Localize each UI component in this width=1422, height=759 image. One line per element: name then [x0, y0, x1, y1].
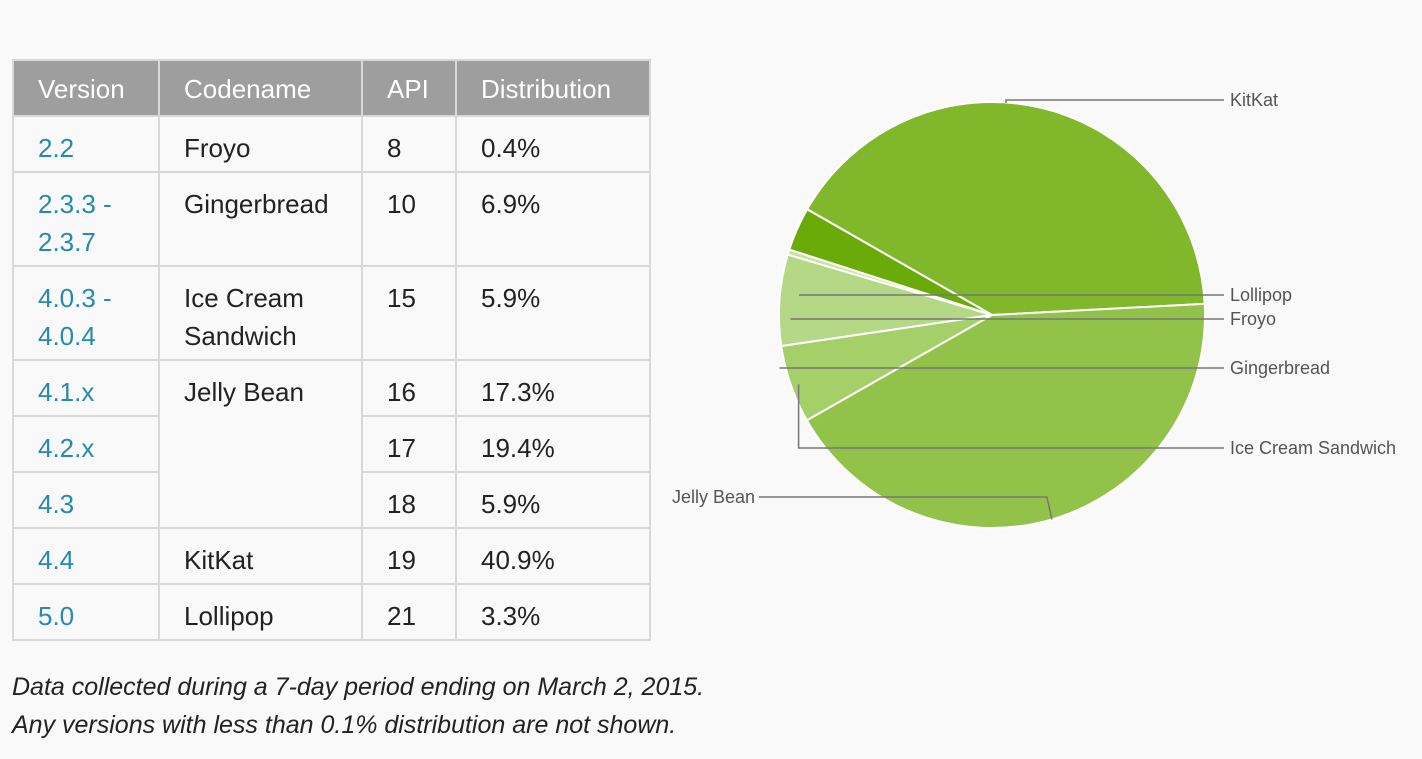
header-api: API	[361, 59, 457, 117]
version-link[interactable]: 4.2.x	[12, 415, 160, 473]
header-codename: Codename	[158, 59, 363, 117]
codename-cell: Jelly Bean	[158, 359, 363, 529]
table-row: 4.4 KitKat 19 40.9%	[12, 527, 651, 585]
distribution-cell: 5.9%	[455, 265, 651, 361]
table-row: 5.0 Lollipop 21 3.3%	[12, 583, 651, 641]
version-link[interactable]: 4.1.x	[12, 359, 160, 417]
codename-cell: Froyo	[158, 115, 363, 173]
distribution-cell: 3.3%	[455, 583, 651, 641]
callout-line-ice-cream-sandwich	[797, 384, 1224, 449]
codename-cell: KitKat	[158, 527, 363, 585]
table-row: 2.2 Froyo 8 0.4%	[12, 115, 651, 173]
api-cell: 10	[361, 171, 457, 267]
version-link[interactable]: 2.2	[12, 115, 160, 173]
pie-label-jelly-bean: Jelly Bean	[672, 487, 755, 507]
table-row: 4.1.x Jelly Bean 16 17.3%	[12, 359, 651, 529]
distribution-cell: 0.4%	[455, 115, 651, 173]
footnote: Data collected during a 7-day period end…	[12, 668, 704, 744]
codename-cell: Ice Cream Sandwich	[158, 265, 363, 361]
table-row: 2.3.3 - 2.3.7 Gingerbread 10 6.9%	[12, 171, 651, 267]
version-link[interactable]: 4.4	[12, 527, 160, 585]
api-cell: 18	[361, 471, 457, 529]
api-cell: 19	[361, 527, 457, 585]
distribution-cell: 17.3%	[455, 359, 651, 417]
distribution-table: Version Codename API Distribution 2.2 Fr…	[12, 59, 651, 641]
pie-label-lollipop: Lollipop	[1230, 285, 1292, 305]
api-cell: 8	[361, 115, 457, 173]
distribution-cell: 6.9%	[455, 171, 651, 267]
version-link[interactable]: 4.3	[12, 471, 160, 529]
header-distribution: Distribution	[455, 59, 651, 117]
table-row: 4.0.3 - 4.0.4 Ice Cream Sandwich 15 5.9%	[12, 265, 651, 361]
distribution-cell: 40.9%	[455, 527, 651, 585]
distribution-cell: 5.9%	[455, 471, 651, 529]
api-cell: 16	[361, 359, 457, 417]
distribution-cell: 19.4%	[455, 415, 651, 473]
callout-line-jelly-bean	[759, 496, 1053, 520]
header-version: Version	[12, 59, 160, 117]
pie-label-ice-cream-sandwich: Ice Cream Sandwich	[1230, 438, 1396, 458]
pie-label-kitkat: KitKat	[1230, 90, 1278, 110]
api-cell: 21	[361, 583, 457, 641]
version-link[interactable]: 2.3.3 - 2.3.7	[12, 171, 160, 267]
table-row: 4.3 18 5.9%	[12, 471, 651, 529]
api-cell: 15	[361, 265, 457, 361]
version-link[interactable]: 5.0	[12, 583, 160, 641]
pie-slice-kitkat	[805, 101, 1206, 317]
pie-label-froyo: Froyo	[1230, 309, 1276, 329]
pie-slices	[778, 101, 1206, 529]
table-row: 4.2.x 17 19.4%	[12, 415, 651, 473]
footnote-line-1: Data collected during a 7-day period end…	[12, 673, 705, 701]
callout-line-kitkat	[1005, 99, 1224, 103]
api-cell: 17	[361, 415, 457, 473]
pie-callouts: KitKat Lollipop Froyo Gingerbread Ice Cream …	[672, 90, 1396, 520]
footnote-line-2: Any versions with less than 0.1% distrib…	[12, 711, 677, 739]
table-header-row: Version Codename API Distribution	[12, 59, 651, 117]
pie-label-gingerbread: Gingerbread	[1230, 358, 1330, 378]
codename-cell: Gingerbread	[158, 171, 363, 267]
pie-chart: KitKat Lollipop Froyo Gingerbread Ice Cream …	[672, 90, 1396, 529]
version-link[interactable]: 4.0.3 - 4.0.4	[12, 265, 160, 361]
codename-cell: Lollipop	[158, 583, 363, 641]
